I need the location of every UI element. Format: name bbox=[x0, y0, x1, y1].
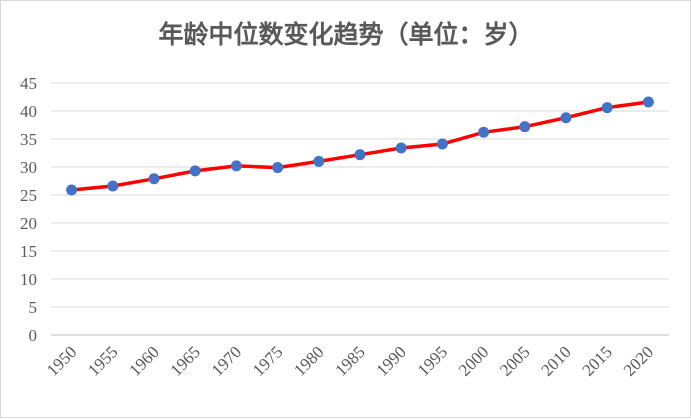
marker-layer bbox=[66, 96, 654, 196]
x-tick-label: 2020 bbox=[620, 342, 657, 379]
data-point bbox=[66, 184, 78, 196]
y-tick-label: 35 bbox=[20, 130, 37, 149]
data-point bbox=[354, 149, 366, 161]
y-axis-ticks: 0 5 10 15 20 25 30 35 40 45 bbox=[20, 74, 37, 345]
data-point bbox=[148, 173, 160, 185]
x-axis-ticks: 1950 1955 1960 1965 1970 1975 1980 1985 1990 1995… bbox=[43, 342, 657, 379]
x-tick-label: 2005 bbox=[496, 342, 533, 379]
x-tick-label: 1955 bbox=[84, 342, 121, 379]
data-point bbox=[189, 165, 201, 177]
chart-title: 年龄中位数变化趋势（单位：岁） bbox=[158, 20, 533, 49]
x-tick-label: 1965 bbox=[167, 342, 204, 379]
gridlines bbox=[51, 82, 669, 336]
x-tick-label: 2000 bbox=[455, 342, 492, 379]
y-tick-label: 0 bbox=[29, 326, 38, 345]
data-point bbox=[395, 142, 407, 154]
x-tick-label: 1995 bbox=[414, 342, 451, 379]
y-tick-label: 5 bbox=[29, 298, 38, 317]
data-point bbox=[601, 102, 613, 114]
y-tick-label: 15 bbox=[20, 242, 37, 261]
x-tick-label: 1950 bbox=[43, 342, 80, 379]
data-point bbox=[107, 180, 119, 192]
x-tick-label: 1975 bbox=[249, 342, 286, 379]
data-point bbox=[436, 138, 448, 150]
data-point bbox=[313, 155, 325, 167]
y-tick-label: 40 bbox=[20, 102, 37, 121]
data-point bbox=[272, 162, 284, 174]
x-tick-label: 2010 bbox=[537, 342, 574, 379]
y-tick-label: 20 bbox=[20, 214, 37, 233]
y-tick-label: 30 bbox=[20, 158, 37, 177]
y-tick-label: 25 bbox=[20, 186, 37, 205]
x-tick-label: 1960 bbox=[125, 342, 162, 379]
data-point bbox=[560, 112, 572, 124]
y-tick-label: 45 bbox=[20, 74, 37, 93]
x-tick-label: 2015 bbox=[579, 342, 616, 379]
x-tick-label: 1980 bbox=[290, 342, 327, 379]
x-tick-label: 1970 bbox=[208, 342, 245, 379]
data-point bbox=[642, 96, 654, 108]
y-tick-label: 10 bbox=[20, 270, 37, 289]
data-point bbox=[230, 160, 242, 172]
data-point bbox=[478, 126, 490, 138]
x-tick-label: 1985 bbox=[331, 342, 368, 379]
x-tick-label: 1990 bbox=[373, 342, 410, 379]
data-point bbox=[519, 121, 531, 133]
